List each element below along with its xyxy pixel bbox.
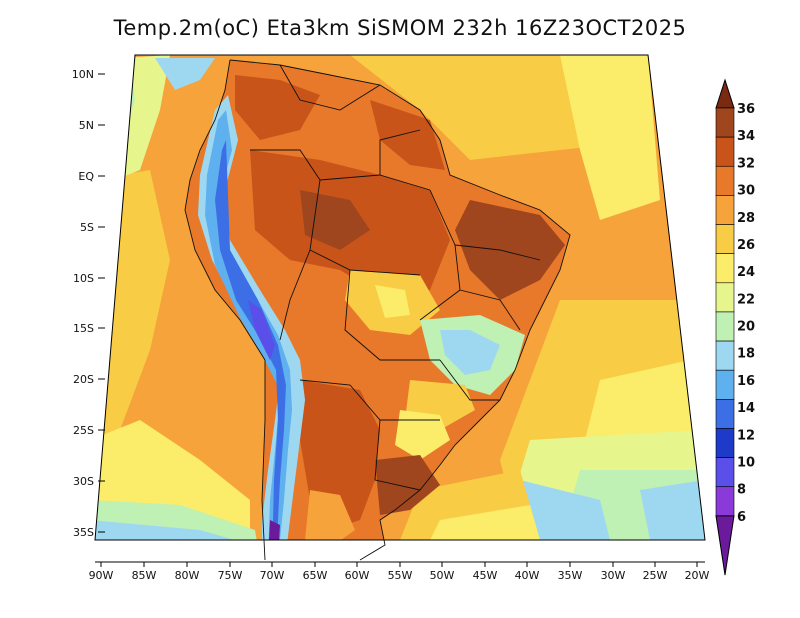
lon-tick-25W: 25W: [643, 562, 668, 582]
colorbar-segment: [715, 311, 735, 342]
svg-text:90W: 90W: [89, 569, 114, 582]
colorbar-label: 34: [737, 129, 755, 144]
svg-text:10S: 10S: [73, 272, 94, 285]
colorbar-segment: [715, 282, 735, 313]
svg-text:80W: 80W: [175, 569, 200, 582]
colorbar-label: 18: [737, 347, 755, 362]
lat-tick-EQ: EQ: [78, 170, 105, 183]
colorbar-segment: [715, 428, 735, 458]
lon-tick-30W: 30W: [601, 562, 626, 582]
lon-tick-90W: 90W: [89, 562, 114, 582]
lat-tick-30S: 30S: [73, 475, 105, 488]
lon-tick-50W: 50W: [430, 562, 455, 582]
colorbar-label: 28: [737, 211, 755, 226]
colorbar-label: 32: [737, 156, 755, 171]
country-boundaries: [184, 59, 571, 561]
svg-text:15S: 15S: [73, 322, 94, 335]
colorbar-segment: [715, 165, 735, 196]
lon-tick-35W: 35W: [558, 562, 583, 582]
svg-text:EQ: EQ: [78, 170, 94, 183]
colorbar-segment: [715, 399, 735, 429]
svg-text:10N: 10N: [72, 68, 94, 81]
colorbar-label: 8: [737, 483, 746, 498]
colorbar-segment: [715, 457, 735, 488]
lon-tick-75W: 75W: [218, 562, 243, 582]
lat-tick-10N: 10N: [72, 68, 105, 81]
lon-tick-80W: 80W: [175, 562, 200, 582]
colorbar-label: 20: [737, 320, 755, 335]
svg-text:5N: 5N: [79, 119, 94, 132]
svg-text:45W: 45W: [473, 569, 498, 582]
svg-text:65W: 65W: [303, 569, 328, 582]
domain-outline: [94, 54, 706, 541]
svg-text:25S: 25S: [73, 424, 94, 437]
lat-tick-15S: 15S: [73, 322, 105, 335]
colorbar-segment: [715, 340, 735, 371]
colorbar-label: 12: [737, 428, 755, 443]
lat-tick-10S: 10S: [73, 272, 105, 285]
svg-text:70W: 70W: [260, 569, 285, 582]
lon-tick-85W: 85W: [132, 562, 157, 582]
colorbar-label: 6: [737, 510, 746, 525]
colorbar-top-arrow: [715, 78, 735, 109]
svg-text:55W: 55W: [388, 569, 413, 582]
lon-tick-65W: 65W: [303, 562, 328, 582]
lat-tick-35S: 35S: [73, 526, 105, 539]
map-title: Temp.2m(oC) Eta3km SiSMOM 232h 16Z23OCT2…: [113, 16, 687, 40]
lon-tick-20W: 20W: [685, 562, 710, 582]
svg-text:35S: 35S: [73, 526, 94, 539]
lon-tick-55W: 55W: [388, 562, 413, 582]
lat-tick-20S: 20S: [73, 373, 105, 386]
colorbar-segment: [715, 136, 735, 167]
colorbar-label: 36: [737, 102, 755, 117]
svg-text:50W: 50W: [430, 569, 455, 582]
colorbar-label: 26: [737, 238, 755, 253]
lat-tick-5S: 5S: [80, 221, 105, 234]
colorbar-bottom-arrow: [715, 515, 735, 576]
colorbar-label: 24: [737, 265, 755, 280]
svg-text:35W: 35W: [558, 569, 583, 582]
colorbar-label: 14: [737, 401, 755, 416]
svg-text:5S: 5S: [80, 221, 94, 234]
svg-text:30S: 30S: [73, 475, 94, 488]
colorbar-label: 16: [737, 374, 755, 389]
svg-text:75W: 75W: [218, 569, 243, 582]
colorbar-segment: [715, 195, 735, 225]
lat-axis: 10N 5N EQ 5S 10S 15S 20S 25S 30S 35S: [72, 68, 105, 539]
svg-text:60W: 60W: [345, 569, 370, 582]
svg-text:20S: 20S: [73, 373, 94, 386]
colorbar-segment: [715, 107, 735, 138]
map-field: [95, 55, 705, 540]
svg-text:85W: 85W: [132, 569, 157, 582]
svg-text:25W: 25W: [643, 569, 668, 582]
colorbar-segment: [715, 253, 735, 284]
svg-text:20W: 20W: [685, 569, 710, 582]
colorbar-label: 22: [737, 292, 755, 307]
colorbar-label: 30: [737, 184, 755, 199]
svg-text:40W: 40W: [515, 569, 540, 582]
lon-tick-40W: 40W: [515, 562, 540, 582]
lon-axis: 90W 85W 80W 75W 70W 65W 60W 55W 50W 45W …: [89, 561, 710, 582]
colorbar: 36 34 32 30 28 26 24 22 20 18 16 14 12 10 8 6: [715, 78, 755, 576]
lat-tick-5N: 5N: [79, 119, 105, 132]
colorbar-label: 10: [737, 455, 755, 470]
colorbar-segment: [715, 224, 735, 254]
colorbar-segment: [715, 369, 735, 400]
lon-tick-70W: 70W: [260, 562, 285, 582]
colorbar-segment: [715, 486, 735, 517]
lat-tick-25S: 25S: [73, 424, 105, 437]
lon-tick-60W: 60W: [345, 562, 370, 582]
svg-text:30W: 30W: [601, 569, 626, 582]
lon-tick-45W: 45W: [473, 562, 498, 582]
